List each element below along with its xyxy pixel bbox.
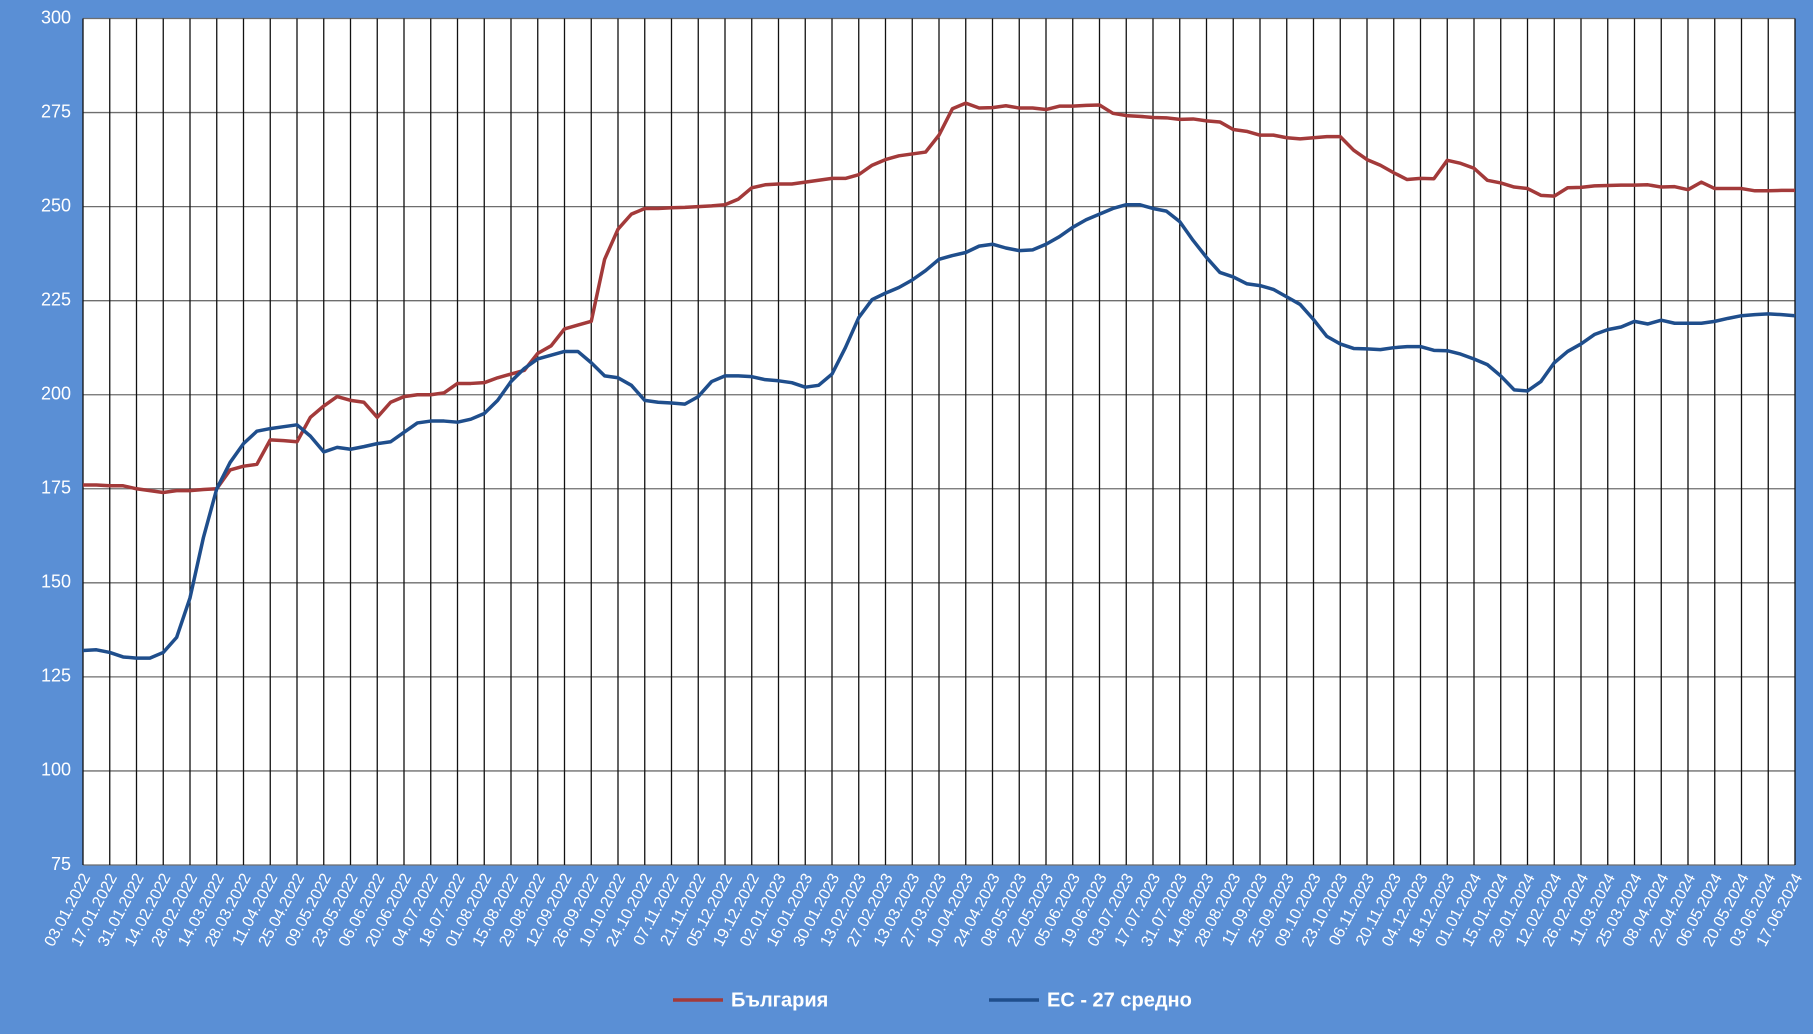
y-tick-label: 100	[41, 760, 71, 780]
y-tick-label: 225	[41, 289, 71, 309]
series-line	[83, 101, 1795, 495]
y-tick-label: 125	[41, 666, 71, 686]
legend-label: ЕС - 27 средно	[1047, 989, 1192, 1011]
y-tick-label: 175	[41, 478, 71, 498]
y-tick-label: 150	[41, 572, 71, 592]
y-tick-label: 200	[41, 383, 71, 403]
legend-label: България	[731, 989, 828, 1011]
y-tick-label: 300	[41, 7, 71, 27]
series-line	[82, 202, 1796, 660]
y-tick-label: 250	[41, 195, 71, 215]
y-tick-label: 275	[41, 101, 71, 121]
y-tick-label: 75	[51, 854, 71, 874]
